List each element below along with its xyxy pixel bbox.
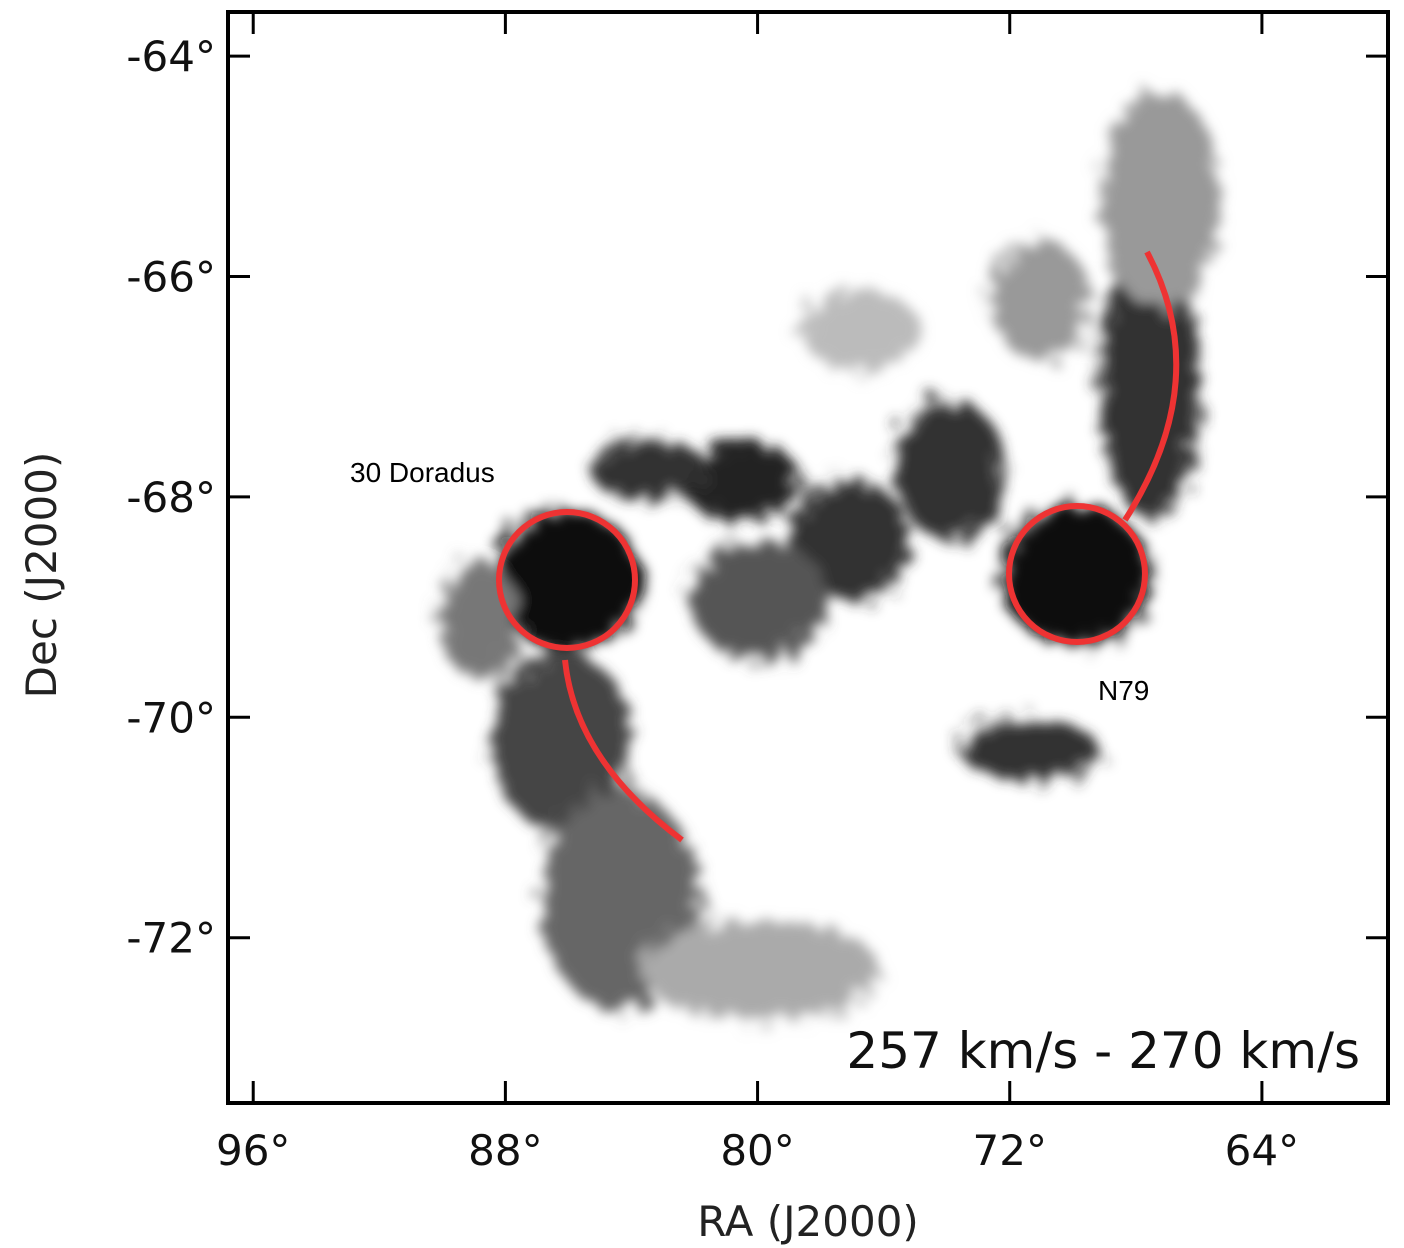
y-tick-label: -66° <box>126 252 216 301</box>
x-axis-label: RA (J2000) <box>697 1197 919 1246</box>
annotation: 30 Doradus <box>350 457 495 488</box>
y-tick-label: -70° <box>126 693 216 742</box>
y-axis-label: Dec (J2000) <box>17 452 66 699</box>
x-tick-label: 72° <box>973 1126 1047 1175</box>
annotation: N79 <box>1098 675 1149 706</box>
x-tick-label: 80° <box>720 1126 794 1175</box>
y-tick-label: -68° <box>126 473 216 522</box>
region-arc <box>1122 250 1180 522</box>
region-circle <box>1006 503 1148 645</box>
region-arc <box>562 659 684 843</box>
region-circle <box>496 509 638 651</box>
x-tick-label: 88° <box>468 1126 542 1175</box>
emission-map <box>440 90 1220 1020</box>
plot-frame <box>226 10 1390 1105</box>
x-tick-label: 64° <box>1225 1126 1299 1175</box>
region-markers <box>496 250 1180 843</box>
y-tick-label: -72° <box>126 914 216 963</box>
y-tick-label: -64° <box>126 32 216 81</box>
velocity-label: 257 km/s - 270 km/s <box>846 1022 1360 1080</box>
x-tick-label: 96° <box>216 1126 290 1175</box>
